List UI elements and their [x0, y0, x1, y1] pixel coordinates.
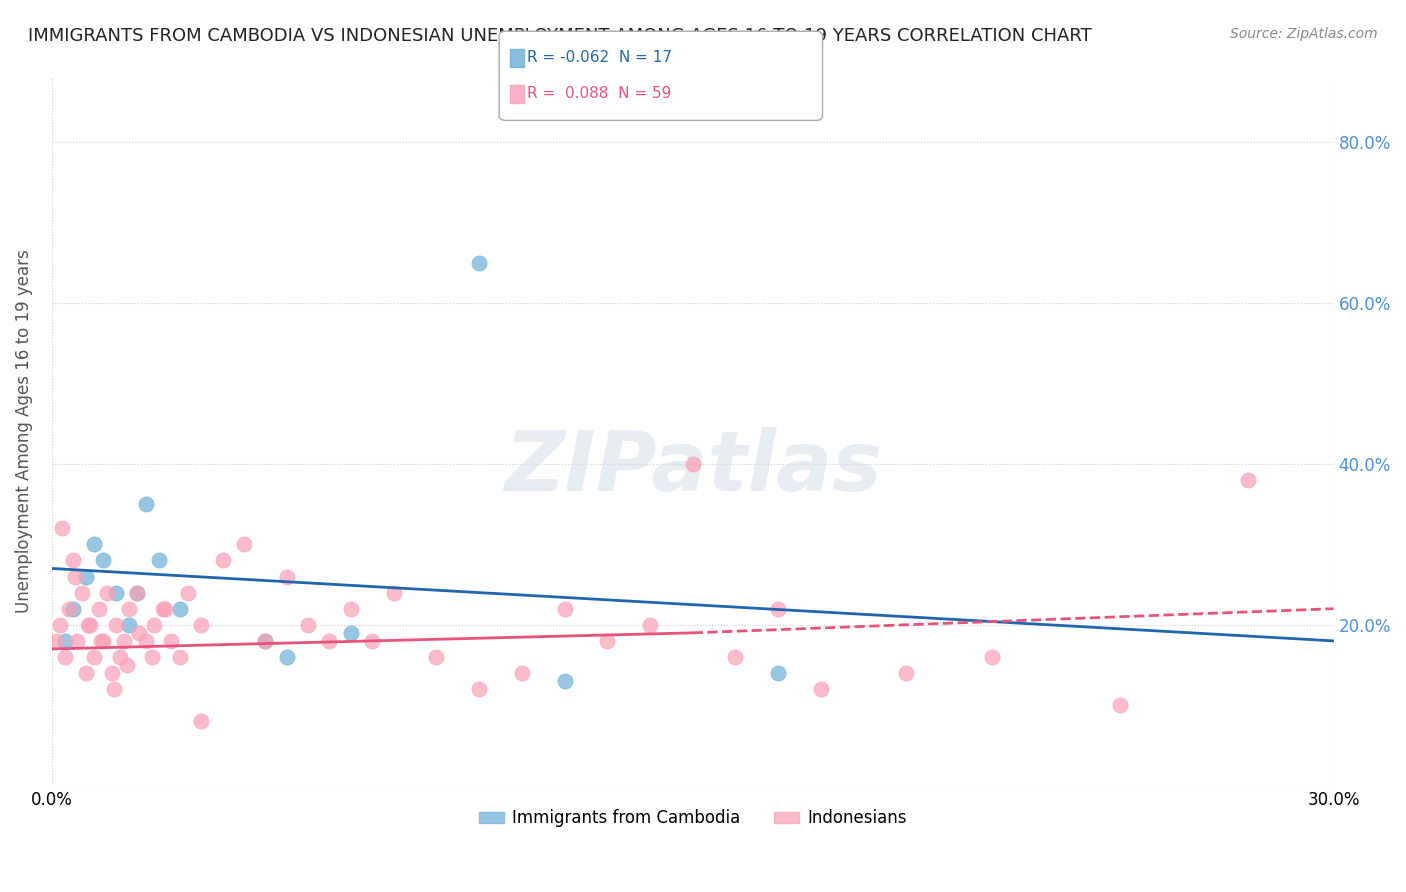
- Point: [382, 585, 405, 599]
- Point: [127, 585, 149, 599]
- Point: [118, 617, 141, 632]
- Point: [65, 569, 87, 583]
- Point: [724, 650, 747, 665]
- Point: [70, 585, 93, 599]
- Text: IMMIGRANTS FROM CAMBODIA VS INDONESIAN UNEMPLOYMENT AMONG AGES 16 TO 19 YEARS CO: IMMIGRANTS FROM CAMBODIA VS INDONESIAN U…: [28, 27, 1092, 45]
- Point: [177, 585, 200, 599]
- Point: [77, 617, 100, 632]
- Text: R = -0.062  N = 17: R = -0.062 N = 17: [527, 51, 672, 65]
- Point: [148, 553, 170, 567]
- Point: [91, 633, 114, 648]
- Point: [53, 633, 76, 648]
- Point: [468, 682, 491, 697]
- Point: [58, 601, 80, 615]
- Text: R =  0.088  N = 59: R = 0.088 N = 59: [527, 87, 672, 101]
- Point: [135, 497, 157, 511]
- Point: [160, 633, 183, 648]
- Text: ZIPatlas: ZIPatlas: [503, 426, 882, 508]
- Point: [254, 633, 277, 648]
- Point: [510, 666, 533, 681]
- Point: [104, 617, 127, 632]
- Point: [152, 601, 174, 615]
- Point: [425, 650, 447, 665]
- Point: [62, 553, 84, 567]
- Point: [108, 650, 131, 665]
- Point: [90, 633, 112, 648]
- Point: [233, 537, 256, 551]
- Point: [91, 553, 114, 567]
- Point: [49, 617, 72, 632]
- Point: [75, 569, 97, 583]
- Point: [190, 714, 212, 729]
- Point: [318, 633, 340, 648]
- Point: [112, 633, 135, 648]
- Point: [96, 585, 118, 599]
- Point: [83, 650, 105, 665]
- Point: [135, 633, 157, 648]
- Point: [810, 682, 832, 697]
- Point: [83, 537, 105, 551]
- Point: [766, 601, 789, 615]
- Point: [143, 617, 166, 632]
- Point: [51, 521, 73, 535]
- Point: [53, 650, 76, 665]
- Point: [276, 569, 298, 583]
- Point: [211, 553, 233, 567]
- Point: [361, 633, 384, 648]
- Point: [169, 601, 191, 615]
- Point: [87, 601, 110, 615]
- Y-axis label: Unemployment Among Ages 16 to 19 years: Unemployment Among Ages 16 to 19 years: [15, 250, 32, 614]
- Point: [254, 633, 277, 648]
- Point: [276, 650, 298, 665]
- Point: [153, 601, 176, 615]
- Point: [66, 633, 89, 648]
- Point: [1237, 473, 1260, 487]
- Point: [340, 601, 363, 615]
- Point: [127, 585, 149, 599]
- Point: [896, 666, 918, 681]
- Point: [1109, 698, 1132, 713]
- Point: [103, 682, 125, 697]
- Point: [100, 666, 122, 681]
- Point: [62, 601, 84, 615]
- Point: [45, 633, 67, 648]
- Point: [297, 617, 319, 632]
- Point: [141, 650, 163, 665]
- Point: [553, 674, 575, 689]
- Point: [128, 625, 150, 640]
- Point: [468, 255, 491, 269]
- Point: [190, 617, 212, 632]
- Point: [75, 666, 97, 681]
- Point: [682, 457, 704, 471]
- Point: [79, 617, 101, 632]
- Point: [104, 585, 127, 599]
- Legend: Immigrants from Cambodia, Indonesians: Immigrants from Cambodia, Indonesians: [472, 803, 914, 834]
- Point: [118, 601, 141, 615]
- Text: Source: ZipAtlas.com: Source: ZipAtlas.com: [1230, 27, 1378, 41]
- Point: [980, 650, 1002, 665]
- Point: [115, 658, 138, 673]
- Point: [596, 633, 619, 648]
- Point: [340, 625, 363, 640]
- Point: [553, 601, 575, 615]
- Point: [638, 617, 661, 632]
- Point: [766, 666, 789, 681]
- Point: [169, 650, 191, 665]
